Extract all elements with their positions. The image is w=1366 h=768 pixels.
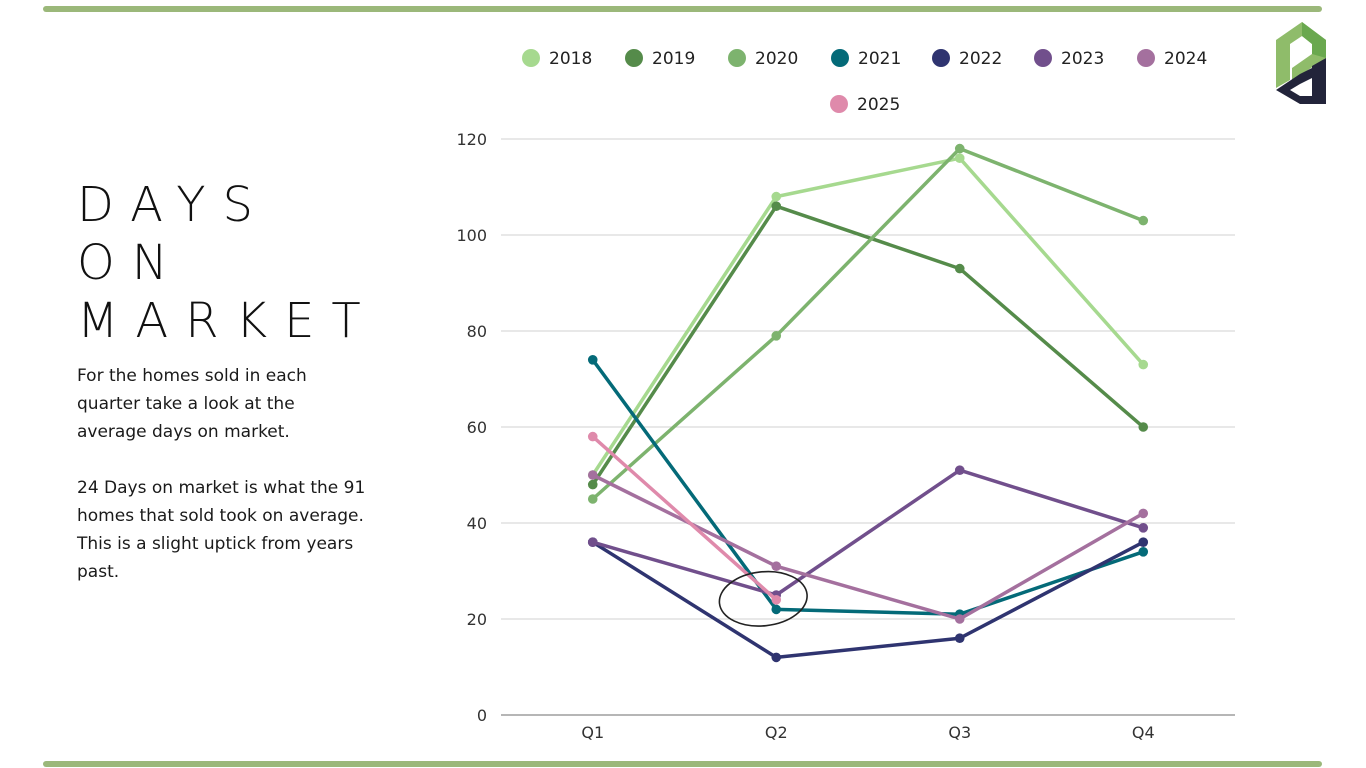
legend: 2018 2019 2020 2021 2022 2023 2024 2025 <box>522 49 1207 115</box>
data-point <box>954 614 965 624</box>
series-2021 <box>587 355 1149 619</box>
y-tick-label: 40 <box>467 514 487 533</box>
data-point <box>1138 215 1149 226</box>
grid-lines <box>501 138 1235 716</box>
data-point <box>954 633 965 643</box>
data-point <box>587 355 598 365</box>
series-2019 <box>587 201 1149 490</box>
legend-item-2020: 2020 <box>728 49 798 69</box>
data-point <box>587 470 598 480</box>
legend-item-2018: 2018 <box>522 49 592 69</box>
data-point <box>1138 422 1149 432</box>
logo-p-shape-dark <box>1302 22 1326 58</box>
x-tick-label: Q3 <box>948 723 971 742</box>
slide-description: For the homes sold in each quarter take … <box>77 362 367 614</box>
legend-item-2021: 2021 <box>831 49 901 69</box>
data-point <box>771 561 782 571</box>
legend-item-2024: 2024 <box>1137 49 1207 69</box>
title-line: ON <box>77 235 185 291</box>
legend-marker <box>1034 49 1052 67</box>
legend-marker <box>831 49 849 67</box>
company-logo-icon <box>1276 22 1326 104</box>
legend-label: 2023 <box>1061 49 1104 69</box>
legend-item-2023: 2023 <box>1034 49 1104 69</box>
x-tick-label: Q2 <box>765 723 788 742</box>
legend-item-2022: 2022 <box>932 49 1002 69</box>
legend-item-2025: 2025 <box>830 95 900 115</box>
data-point <box>1138 547 1149 557</box>
series-line <box>591 540 1145 660</box>
series-2025 <box>587 431 782 605</box>
series-2022 <box>587 537 1149 663</box>
data-point <box>771 191 782 202</box>
legend-label: 2019 <box>652 49 695 69</box>
highlight-circle <box>718 570 808 627</box>
legend-marker <box>728 49 746 67</box>
data-point <box>954 153 965 163</box>
series-line <box>591 468 1145 597</box>
y-tick-label: 0 <box>477 706 487 725</box>
data-point <box>587 431 598 442</box>
data-point <box>771 652 782 663</box>
data-point <box>771 331 782 341</box>
series-2024 <box>587 470 1149 624</box>
legend-marker <box>625 49 643 67</box>
series-line <box>591 146 1145 501</box>
bottom-accent-bar <box>43 761 1322 767</box>
x-tick-label: Q4 <box>1132 723 1155 742</box>
data-point <box>1138 537 1149 547</box>
series-group <box>587 143 1149 663</box>
data-point <box>1138 523 1149 533</box>
data-point <box>954 143 965 154</box>
data-point <box>954 465 965 476</box>
annotation-group <box>718 570 808 627</box>
data-point <box>954 263 965 274</box>
legend-item-2019: 2019 <box>625 49 695 69</box>
x-tick-label: Q1 <box>581 723 604 742</box>
data-point <box>771 201 782 211</box>
data-point <box>587 479 598 490</box>
y-tick-label: 80 <box>467 322 487 341</box>
data-point <box>771 595 782 605</box>
series-line <box>591 156 1145 477</box>
series-2020 <box>587 143 1149 504</box>
y-tick-label: 20 <box>467 610 487 629</box>
legend-marker <box>932 49 950 67</box>
data-point <box>587 494 598 504</box>
legend-label: 2022 <box>959 49 1002 69</box>
y-tick-label: 100 <box>456 226 487 245</box>
y-tick-label: 60 <box>467 418 487 437</box>
data-point <box>587 537 598 547</box>
description-paragraph: For the homes sold in each quarter take … <box>77 366 307 442</box>
legend-label: 2018 <box>549 49 592 69</box>
legend-marker <box>1137 49 1155 67</box>
logo-d-shape <box>1276 58 1326 104</box>
top-accent-bar <box>43 6 1322 12</box>
data-point <box>771 604 782 615</box>
legend-marker <box>522 49 540 67</box>
y-tick-label: 120 <box>456 130 487 149</box>
legend-label: 2025 <box>857 95 900 115</box>
x-axis-ticks: Q1 Q2 Q3 Q4 <box>581 723 1154 742</box>
series-line <box>591 473 1145 621</box>
series-line <box>591 204 1145 487</box>
y-axis-ticks: 0 20 40 60 80 100 120 <box>456 130 487 725</box>
title-line: MARKET <box>77 293 378 349</box>
data-point <box>1138 508 1149 519</box>
legend-marker <box>830 95 848 113</box>
description-paragraph: 24 Days on market is what the 91 homes t… <box>77 478 366 582</box>
legend-label: 2020 <box>755 49 798 69</box>
series-line <box>591 434 778 602</box>
legend-label: 2024 <box>1164 49 1207 69</box>
slide-title: DAYS ON MARKET <box>77 176 378 350</box>
title-line: DAYS <box>77 177 271 233</box>
data-point <box>1138 359 1149 370</box>
series-line <box>591 358 1145 616</box>
legend-label: 2021 <box>858 49 901 69</box>
